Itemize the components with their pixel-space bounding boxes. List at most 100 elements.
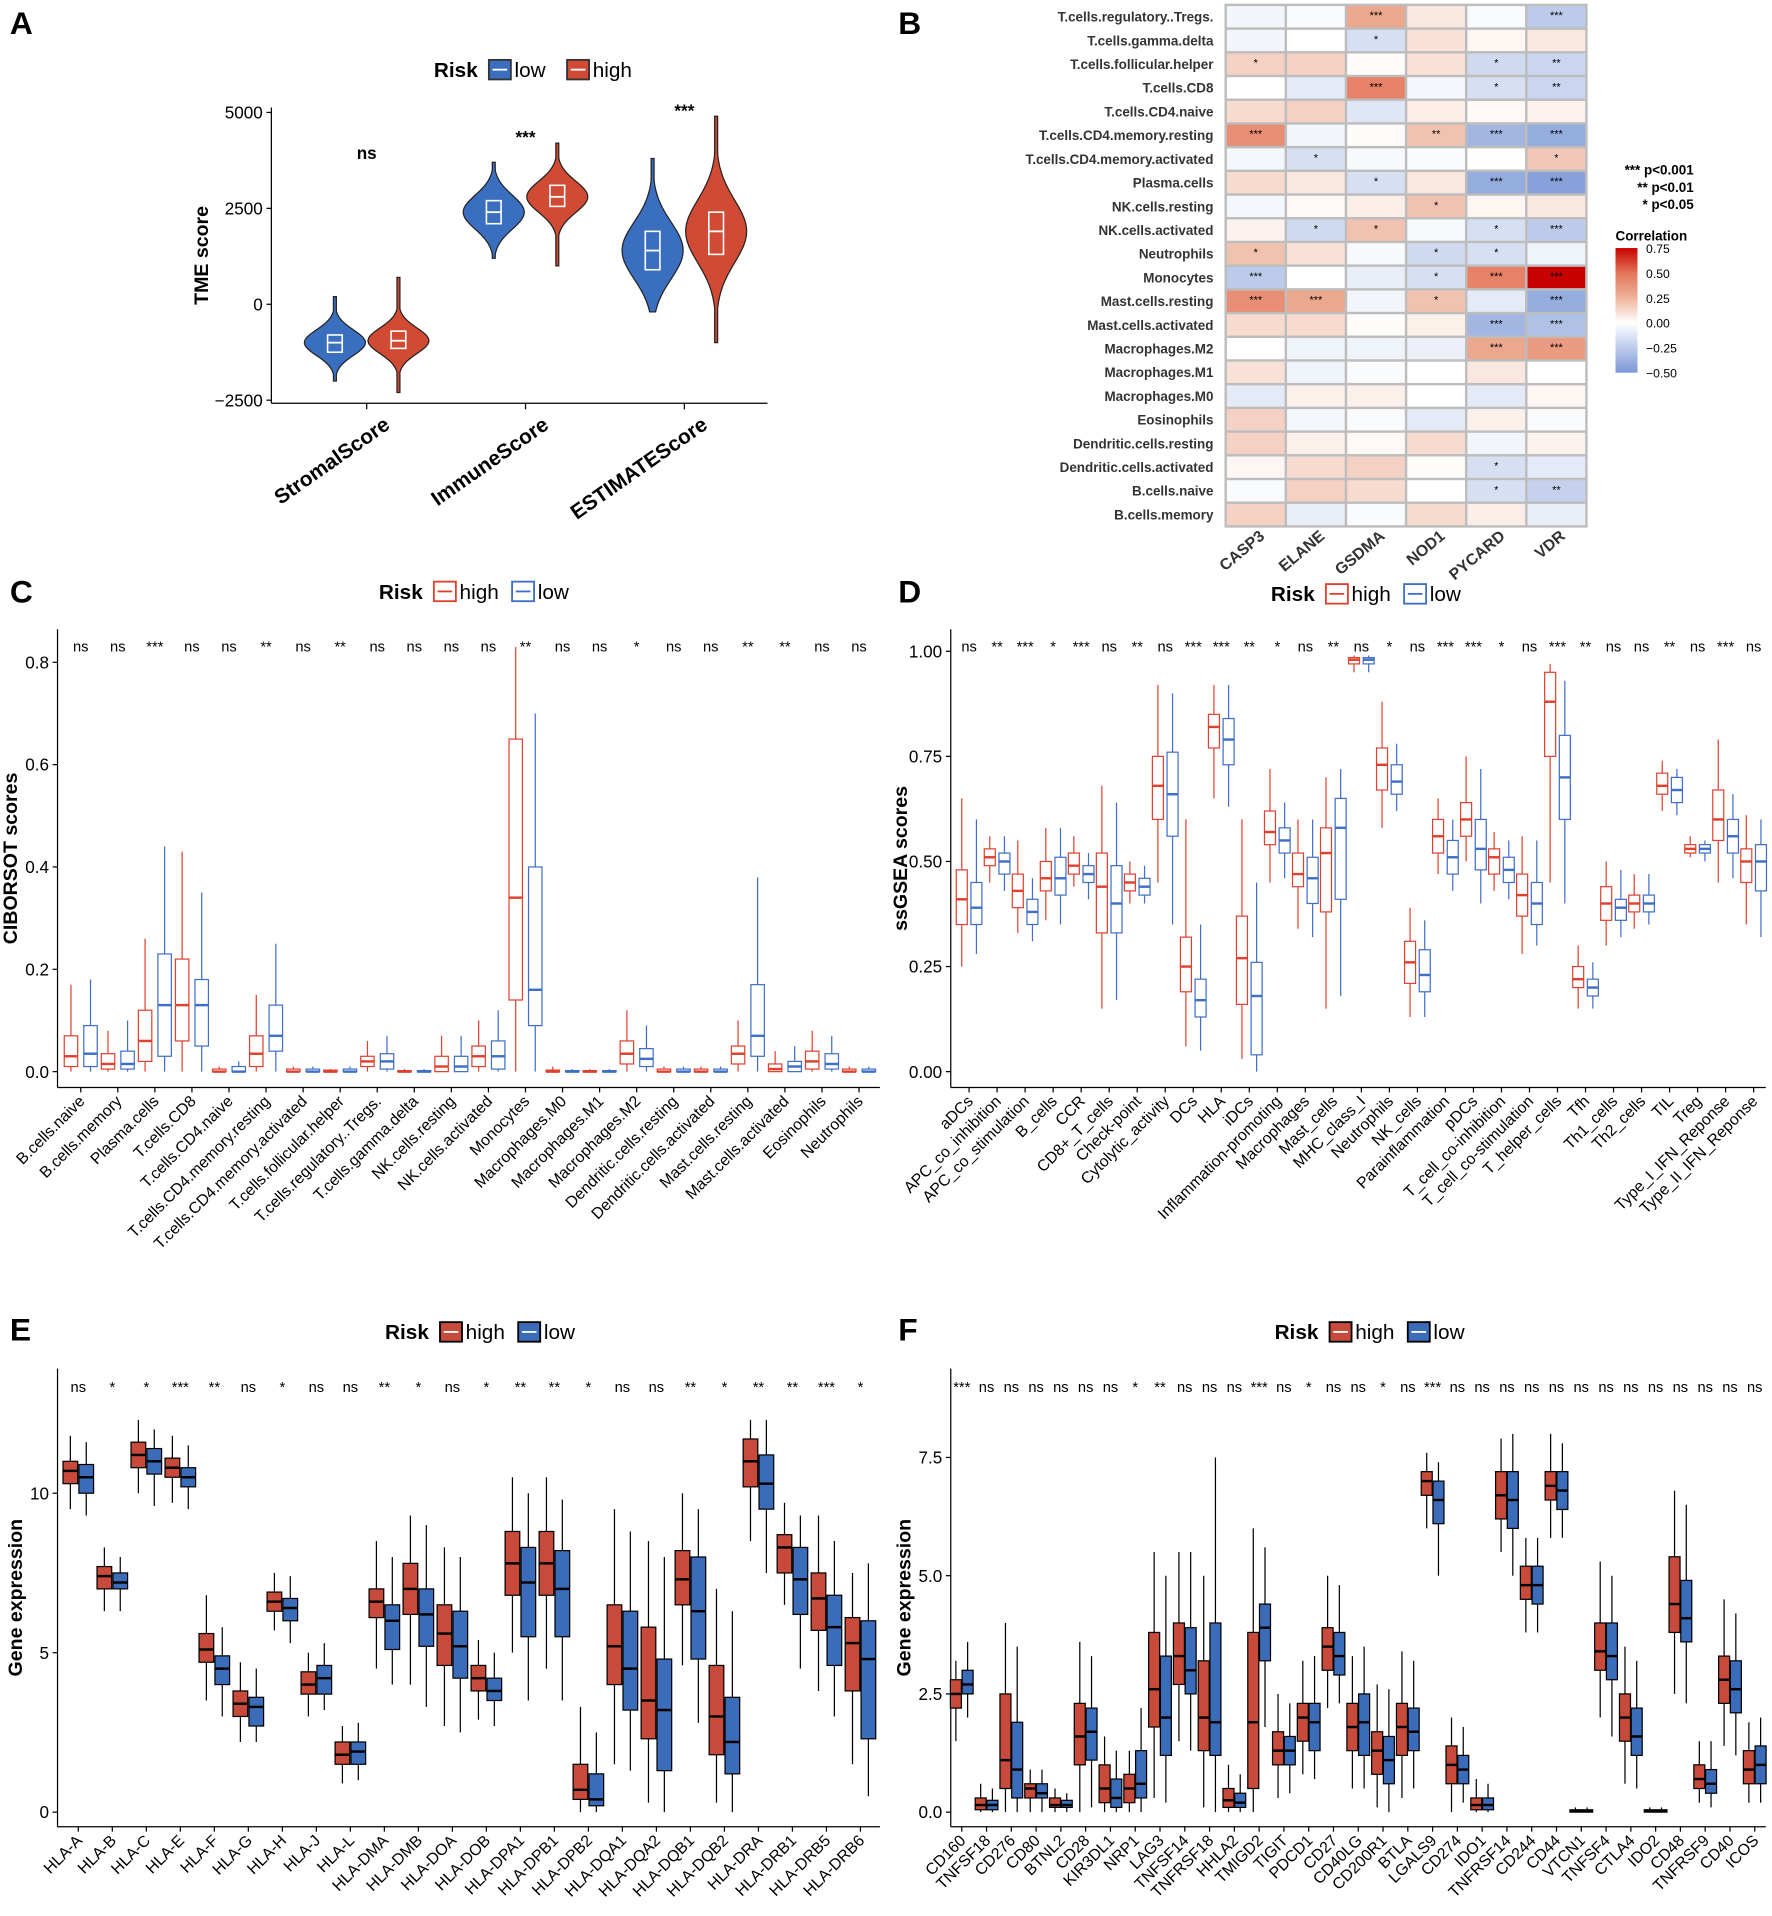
significance-label: ** (379, 1380, 391, 1396)
category-group: HLA-DPB2* (529, 1380, 605, 1899)
heatmap-cell (1467, 409, 1526, 431)
heatmap-cell-significance: *** (1490, 342, 1504, 354)
heatmap-cell (1347, 53, 1405, 75)
box-high (1742, 1750, 1755, 1785)
category-group: Plasma.cells*** (88, 639, 172, 1168)
heatmap-cell (1527, 219, 1586, 241)
heatmap-row-label: T.cells.regulatory..Tregs. (1058, 10, 1214, 25)
heatmap-row-label: T.cells.gamma.delta (1087, 33, 1214, 48)
significance-label: * (109, 1380, 115, 1396)
heatmap-cell (1347, 385, 1405, 407)
legend-title: Risk (434, 59, 478, 82)
significance-label: ns (592, 639, 607, 655)
box-low (1222, 717, 1235, 766)
legend-label-low: low (538, 581, 570, 604)
category-group: iDCs** (1221, 639, 1263, 1129)
box-low (452, 1610, 469, 1679)
colorbar-tick-label: 0.50 (1646, 267, 1670, 281)
heatmap-cell (1407, 503, 1465, 526)
heatmap-cell (1347, 172, 1405, 194)
heatmap-cell-significance: *** (1550, 176, 1564, 188)
significance-label: ns (445, 1380, 460, 1396)
box-low (1159, 1655, 1172, 1756)
y-tick-label: 0.2 (25, 960, 49, 979)
heatmap-cell (1226, 124, 1285, 146)
significance-label: * (279, 1380, 285, 1396)
box-low (639, 1048, 654, 1068)
significance-label: ns (649, 1380, 664, 1396)
heatmap-row-label: T.cells.CD4.memory.resting (1039, 128, 1214, 143)
heatmap-cell (1226, 29, 1285, 52)
heatmap-cell (1467, 148, 1526, 170)
significance-label: ** (787, 1380, 799, 1396)
significance-label: ns (481, 639, 496, 655)
colorbar-tick-label: 0.75 (1646, 242, 1670, 256)
heatmap-cell (1527, 100, 1586, 123)
heatmap-cell (1527, 77, 1586, 99)
significance-label: ns (1690, 639, 1705, 655)
heatmap-cell (1347, 480, 1405, 502)
heatmap-cell-significance: ** (1552, 484, 1561, 496)
heatmap-cell (1467, 243, 1526, 265)
heatmap-cell-significance: ** (1552, 81, 1561, 93)
significance-label: ** (779, 639, 791, 655)
box-high (1544, 671, 1557, 757)
heatmap-row-label: Macrophages.M0 (1104, 389, 1213, 404)
heatmap-cell-significance: *** (1490, 176, 1504, 188)
significance-label: ns (444, 639, 459, 655)
heatmap-cell (1226, 361, 1285, 383)
violin-box-high (390, 330, 407, 350)
colorbar (1615, 248, 1638, 373)
significance-label: ns (1524, 1380, 1539, 1396)
box-low (1234, 1792, 1247, 1809)
heatmap-cell (1347, 29, 1405, 52)
box-low (1184, 1627, 1197, 1695)
significance-legend-item: *** p<0.001 (1625, 163, 1695, 178)
heatmap-cell-significance: *** (1370, 10, 1384, 22)
significance-label: * (1306, 1380, 1312, 1396)
box-high (1319, 827, 1333, 913)
heatmap-cell (1467, 6, 1526, 28)
significance-label: * (143, 1380, 149, 1396)
significance-label: *** (1185, 639, 1202, 655)
box-low (792, 1546, 809, 1616)
heatmap-row-label: Macrophages.M2 (1104, 342, 1213, 357)
heatmap-cell (1407, 361, 1465, 383)
heatmap-cell (1407, 124, 1465, 146)
box-low (418, 1588, 435, 1647)
heatmap-cell-significance: ** (1432, 129, 1441, 141)
heatmap-cell (1467, 456, 1526, 478)
y-tick-label: 0.25 (909, 958, 942, 977)
box-high (844, 1616, 861, 1692)
box-high (767, 1063, 783, 1073)
heatmap-row-label: B.cells.naive (1132, 484, 1214, 499)
heatmap-cell-significance: *** (1550, 318, 1564, 330)
box-high (1740, 848, 1753, 884)
heatmap-cell (1287, 219, 1345, 241)
heatmap-cell (1527, 432, 1586, 455)
significance-label: *** (818, 1380, 835, 1396)
box-high (1098, 1764, 1111, 1804)
panel-d: D 0.00 0.25 0.50 0.75 1.00 ssGSEA scores Risk hi… (890, 573, 1768, 1223)
heatmap-cell (1407, 290, 1465, 312)
x-tick-label: ESTIMATEScore (566, 413, 711, 524)
heatmap-cell (1407, 337, 1465, 360)
heatmap-cell (1407, 385, 1465, 407)
significance-label: *** (1017, 639, 1034, 655)
box-high (619, 1040, 635, 1065)
significance-label: ns (1574, 1380, 1589, 1396)
box-low (1035, 1783, 1049, 1799)
box-low (758, 1454, 775, 1510)
box-high (63, 1035, 79, 1068)
box-high (776, 1534, 793, 1574)
significance-label: ns (961, 639, 976, 655)
heatmap-cell (1347, 361, 1405, 383)
significance-label: * (586, 1380, 592, 1396)
significance-label: * (722, 1380, 728, 1396)
significance-label: ns (1004, 1380, 1019, 1396)
y-tick-label: 10 (30, 1484, 49, 1503)
box-high (955, 869, 968, 926)
